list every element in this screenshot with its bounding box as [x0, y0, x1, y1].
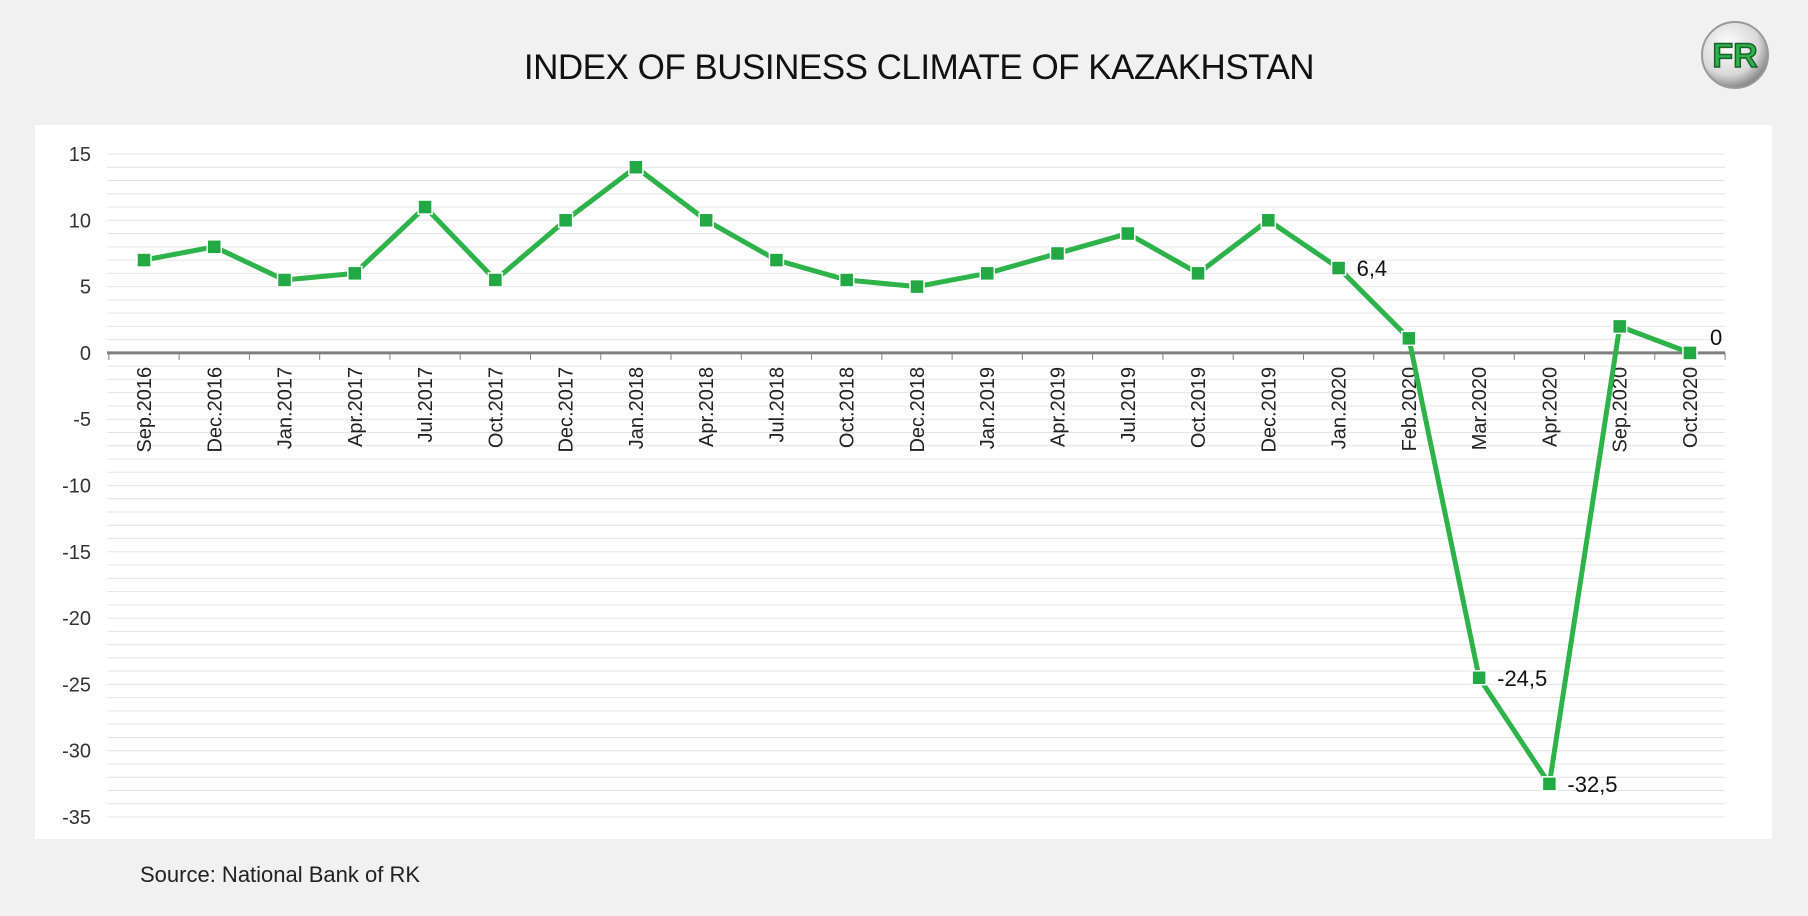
- data-point-marker: [1120, 225, 1136, 242]
- x-tick-label: Oct.2017: [485, 367, 507, 448]
- data-point-marker: [838, 272, 855, 288]
- data-point-marker: [909, 278, 925, 295]
- data-point-marker: [1260, 212, 1277, 229]
- data-point-marker: [347, 265, 363, 282]
- data-label: -32,5: [1567, 772, 1617, 797]
- chart-title: INDEX OF BUSINESS CLIMATE OF KAZAKHSTAN: [523, 48, 1315, 87]
- data-point-marker: [1401, 330, 1417, 347]
- fr-logo-icon: FR: [1701, 21, 1769, 89]
- x-tick-label: Dec.2018: [907, 367, 929, 453]
- data-point-marker: [1330, 260, 1347, 276]
- data-point-marker: [206, 239, 223, 255]
- data-point-marker: [487, 272, 504, 288]
- data-point-marker: [557, 212, 574, 229]
- x-tick-label: Jul.2019: [1118, 367, 1140, 443]
- data-point-marker: [276, 272, 293, 288]
- data-point-marker: [1190, 265, 1206, 282]
- x-tick-label: Oct.2020: [1680, 367, 1702, 448]
- x-tick-label: Apr.2018: [696, 367, 718, 447]
- y-tick-label: -5: [73, 409, 91, 431]
- x-tick-label: Jan.2018: [626, 367, 648, 449]
- data-point-marker: [1682, 345, 1698, 361]
- y-tick-label: -10: [62, 476, 91, 498]
- data-point-marker: [698, 212, 714, 229]
- x-tick-label: Sep.2016: [134, 367, 156, 453]
- data-point-marker: [628, 159, 644, 176]
- x-tick-label: Apr.2020: [1539, 367, 1561, 447]
- data-point-marker: [979, 265, 995, 282]
- x-tick-label: Apr.2017: [345, 367, 367, 447]
- data-point-marker: [1611, 318, 1628, 335]
- data-point-marker: [136, 252, 152, 268]
- x-tick-label: Oct.2018: [837, 367, 859, 448]
- x-tick-label: Mar.2020: [1469, 367, 1491, 450]
- x-tick-label: Oct.2019: [1188, 367, 1210, 448]
- x-tick-label: Sep.2020: [1610, 367, 1632, 453]
- data-label: 0: [1710, 325, 1722, 350]
- x-tick-label: Dec.2017: [556, 367, 578, 453]
- y-tick-label: -25: [62, 674, 91, 696]
- source-note: Source: National Bank of RK: [140, 862, 421, 887]
- x-tick-label: Dec.2016: [204, 367, 226, 453]
- data-point-marker: [1541, 776, 1558, 792]
- chart-panel: 15 10 5 0 -5 -10 -15 -20 -25 -30 -35 Sep.2016 Dec.20…: [35, 125, 1772, 839]
- x-tick-label: Dec.2019: [1258, 367, 1280, 453]
- data-point-marker: [417, 199, 433, 215]
- y-tick-label: -20: [62, 608, 91, 630]
- x-tick-label: Feb.2020: [1399, 367, 1421, 452]
- data-point-marker: [1049, 245, 1066, 262]
- x-tick-label: Jul.2017: [415, 367, 437, 443]
- logo-text: FR: [1712, 37, 1757, 75]
- x-tick-label: Jan.2017: [275, 367, 297, 449]
- x-tick-label: Jul.2018: [766, 367, 788, 443]
- data-point-marker: [768, 252, 785, 268]
- x-tick-label: Apr.2019: [1048, 367, 1070, 447]
- data-label: 6,4: [1357, 256, 1388, 281]
- y-tick-label: -15: [62, 542, 91, 564]
- data-point-marker: [1471, 670, 1487, 686]
- data-label: -24,5: [1497, 666, 1547, 691]
- y-tick-label: -30: [62, 741, 91, 763]
- y-tick-label: 10: [69, 210, 91, 232]
- line-chart: 15 10 5 0 -5 -10 -15 -20 -25 -30 -35 Sep.2016 Dec.20…: [62, 144, 1726, 829]
- y-tick-label: 5: [80, 277, 91, 299]
- y-tick-label: -35: [62, 807, 91, 829]
- y-tick-label: 15: [69, 144, 91, 166]
- x-tick-label: Jan.2019: [977, 367, 999, 449]
- y-tick-label: 0: [80, 343, 91, 365]
- x-tick-label: Jan.2020: [1329, 367, 1351, 449]
